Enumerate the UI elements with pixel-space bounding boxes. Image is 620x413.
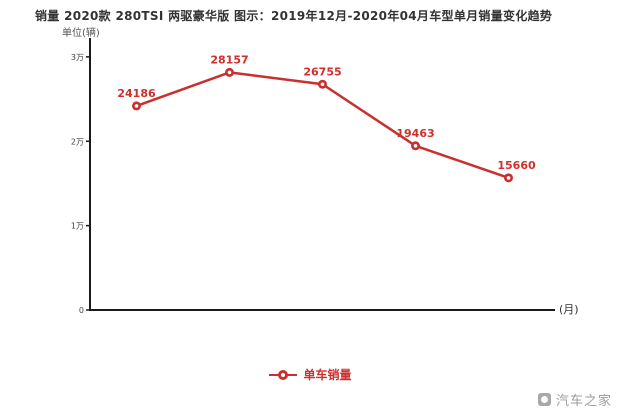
legend-label: 单车销量 xyxy=(303,368,352,382)
svg-text:1万: 1万 xyxy=(71,222,84,231)
svg-text:19463: 19463 xyxy=(396,127,434,140)
svg-text:15660: 15660 xyxy=(497,159,536,172)
autohome-logo-icon xyxy=(537,393,551,406)
legend: 单车销量 xyxy=(0,366,620,383)
svg-text:0: 0 xyxy=(79,306,84,315)
x-axis-label: (月) xyxy=(559,303,579,316)
watermark-text: 汽车之家 xyxy=(555,394,612,409)
svg-text:3万: 3万 xyxy=(71,53,84,62)
watermark: 汽车之家 xyxy=(537,390,612,409)
chart-title: 销量 2020款 280TSI 两驱豪华版 图示：2019年12月-2020年0… xyxy=(35,9,553,23)
svg-text:24186: 24186 xyxy=(117,87,156,100)
svg-text:26755: 26755 xyxy=(303,65,341,78)
svg-text:28157: 28157 xyxy=(210,53,248,66)
legend-line-marker-icon xyxy=(269,369,298,380)
y-axis-unit-label: 单位(辆) xyxy=(62,28,100,39)
svg-text:2万: 2万 xyxy=(71,137,84,146)
